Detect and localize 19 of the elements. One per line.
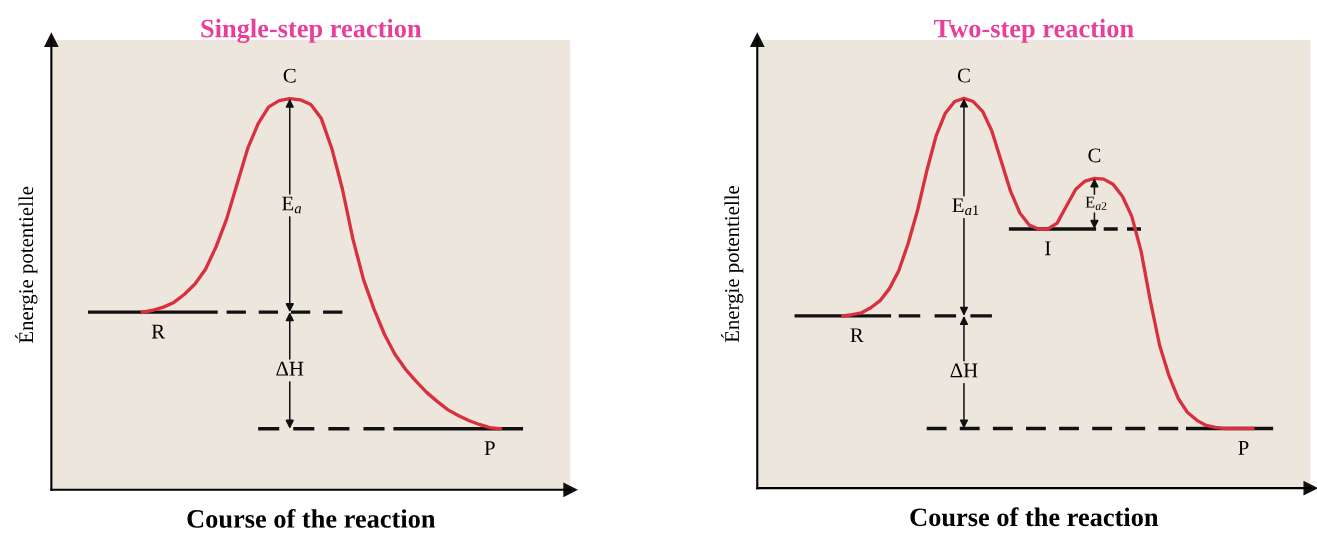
annotation: ΔH [276,361,304,376]
annotation: E$_{a2}$ [1085,196,1107,210]
chart-title: Two-step reaction [933,18,1134,43]
annotation: E$_{a1}$ [952,198,979,216]
text: C [283,68,296,83]
annotation: I [1045,241,1051,256]
x-axis-title: Course of the reaction [187,508,436,528]
y-axis-title: Énergie potentielle [15,186,38,344]
annotation: R [151,324,166,339]
annotation: ΔH [950,363,978,378]
annotation: R [850,328,864,343]
y-axis-title: Énergie potentielle [721,186,744,343]
chart-title: Single-step reaction [201,18,422,44]
annotation: C [1088,148,1101,163]
text: C [957,68,970,83]
annotation: P [1238,441,1249,455]
x-axis-title: Course of the reaction [910,507,1159,527]
annotation: E$_{a}$ [282,196,302,214]
annotation: P [484,441,495,455]
